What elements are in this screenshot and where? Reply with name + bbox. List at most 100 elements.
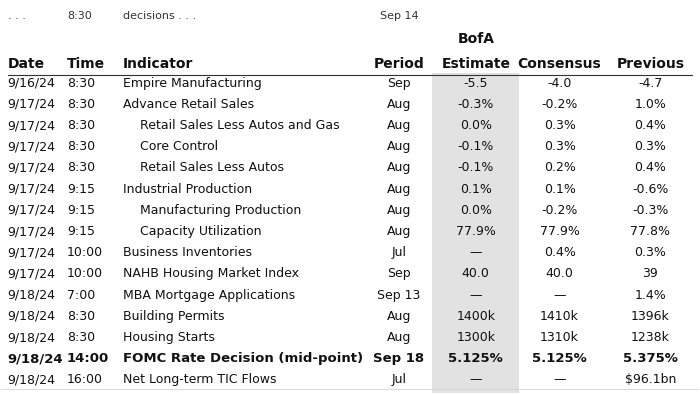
Text: Sep: Sep <box>387 77 411 90</box>
Text: 8:30: 8:30 <box>67 162 95 175</box>
Text: 0.1%: 0.1% <box>460 183 491 196</box>
Text: 0.1%: 0.1% <box>544 183 575 196</box>
Text: 14:00: 14:00 <box>67 352 109 365</box>
Text: -0.1%: -0.1% <box>458 140 494 153</box>
Text: Capacity Utilization: Capacity Utilization <box>141 225 262 238</box>
Text: 9/17/24: 9/17/24 <box>8 268 56 281</box>
Text: Previous: Previous <box>617 56 685 71</box>
Text: 0.4%: 0.4% <box>544 246 575 259</box>
Text: 9/18/24: 9/18/24 <box>8 289 56 302</box>
Text: 9/18/24: 9/18/24 <box>8 374 56 387</box>
Text: 7:00: 7:00 <box>67 289 95 302</box>
Text: 77.9%: 77.9% <box>540 225 580 238</box>
Bar <box>432 115 519 137</box>
Text: Indicator: Indicator <box>123 56 193 71</box>
Text: —: — <box>470 246 482 259</box>
Text: 8:30: 8:30 <box>67 11 92 21</box>
Text: 8:30: 8:30 <box>67 98 95 111</box>
Text: 9/17/24: 9/17/24 <box>8 183 56 196</box>
Text: NAHB Housing Market Index: NAHB Housing Market Index <box>123 268 299 281</box>
Text: Aug: Aug <box>386 183 411 196</box>
Text: 77.8%: 77.8% <box>631 225 671 238</box>
Text: 9/17/24: 9/17/24 <box>8 140 56 153</box>
Text: MBA Mortgage Applications: MBA Mortgage Applications <box>123 289 295 302</box>
Text: Jul: Jul <box>391 246 407 259</box>
Bar <box>432 264 519 285</box>
Text: Consensus: Consensus <box>518 56 601 71</box>
Bar <box>432 73 519 94</box>
Text: 8:30: 8:30 <box>67 331 95 344</box>
Text: 1238k: 1238k <box>631 331 670 344</box>
Text: 5.125%: 5.125% <box>449 352 503 365</box>
Text: Aug: Aug <box>386 119 411 132</box>
Bar <box>432 370 519 391</box>
Text: 1300k: 1300k <box>456 331 496 344</box>
Text: Estimate: Estimate <box>441 56 510 71</box>
Text: 1396k: 1396k <box>631 310 670 323</box>
Bar <box>432 179 519 200</box>
Bar <box>432 285 519 306</box>
Text: 77.9%: 77.9% <box>456 225 496 238</box>
Text: Net Long-term TIC Flows: Net Long-term TIC Flows <box>123 374 276 387</box>
Text: Manufacturing Production: Manufacturing Production <box>141 204 302 217</box>
Text: -0.2%: -0.2% <box>541 204 578 217</box>
Text: Aug: Aug <box>386 162 411 175</box>
Text: 9/18/24: 9/18/24 <box>8 331 56 344</box>
Text: 1410k: 1410k <box>540 310 579 323</box>
Bar <box>432 221 519 243</box>
Text: 9/18/24: 9/18/24 <box>8 310 56 323</box>
Bar <box>432 94 519 115</box>
Text: -0.2%: -0.2% <box>541 98 578 111</box>
Text: 10:00: 10:00 <box>67 268 103 281</box>
Text: -0.1%: -0.1% <box>458 162 494 175</box>
Text: 9:15: 9:15 <box>67 183 95 196</box>
Text: -4.7: -4.7 <box>638 77 663 90</box>
Text: Date: Date <box>8 56 45 71</box>
Text: Sep 18: Sep 18 <box>373 352 424 365</box>
Text: Aug: Aug <box>386 204 411 217</box>
Text: -0.3%: -0.3% <box>632 204 668 217</box>
Text: Aug: Aug <box>386 225 411 238</box>
Text: 5.125%: 5.125% <box>532 352 587 365</box>
Text: 1310k: 1310k <box>540 331 579 344</box>
Text: $96.1bn: $96.1bn <box>624 374 676 387</box>
Text: 5.375%: 5.375% <box>623 352 678 365</box>
Text: 8:30: 8:30 <box>67 119 95 132</box>
Text: 0.3%: 0.3% <box>634 140 666 153</box>
Bar <box>432 243 519 264</box>
Text: Business Inventories: Business Inventories <box>123 246 252 259</box>
Text: —: — <box>470 374 482 387</box>
Text: Retail Sales Less Autos and Gas: Retail Sales Less Autos and Gas <box>141 119 340 132</box>
Text: 0.2%: 0.2% <box>544 162 575 175</box>
Text: Sep 13: Sep 13 <box>377 289 421 302</box>
Text: 9/17/24: 9/17/24 <box>8 162 56 175</box>
Text: 9/16/24: 9/16/24 <box>8 77 55 90</box>
Text: Empire Manufacturing: Empire Manufacturing <box>123 77 262 90</box>
Text: decisions . . .: decisions . . . <box>123 11 196 21</box>
Text: 0.3%: 0.3% <box>544 119 575 132</box>
Bar <box>432 349 519 370</box>
Text: 9/17/24: 9/17/24 <box>8 119 56 132</box>
Text: -5.5: -5.5 <box>463 77 488 90</box>
Text: 8:30: 8:30 <box>67 77 95 90</box>
Bar <box>432 306 519 327</box>
Bar <box>432 200 519 221</box>
Text: -4.0: -4.0 <box>547 77 572 90</box>
Text: 16:00: 16:00 <box>67 374 103 387</box>
Text: 9/18/24: 9/18/24 <box>8 352 63 365</box>
Text: 0.3%: 0.3% <box>544 140 575 153</box>
Text: . . .: . . . <box>8 11 26 21</box>
Text: -0.6%: -0.6% <box>632 183 668 196</box>
Text: 39: 39 <box>643 268 658 281</box>
Text: 9/17/24: 9/17/24 <box>8 246 56 259</box>
Text: Advance Retail Sales: Advance Retail Sales <box>123 98 254 111</box>
Text: Core Control: Core Control <box>141 140 218 153</box>
Text: 40.0: 40.0 <box>545 268 573 281</box>
Text: —: — <box>553 289 566 302</box>
Text: —: — <box>553 374 566 387</box>
Text: Jul: Jul <box>391 374 407 387</box>
Text: Industrial Production: Industrial Production <box>123 183 252 196</box>
Text: Aug: Aug <box>386 310 411 323</box>
Text: Aug: Aug <box>386 331 411 344</box>
Text: Housing Starts: Housing Starts <box>123 331 215 344</box>
